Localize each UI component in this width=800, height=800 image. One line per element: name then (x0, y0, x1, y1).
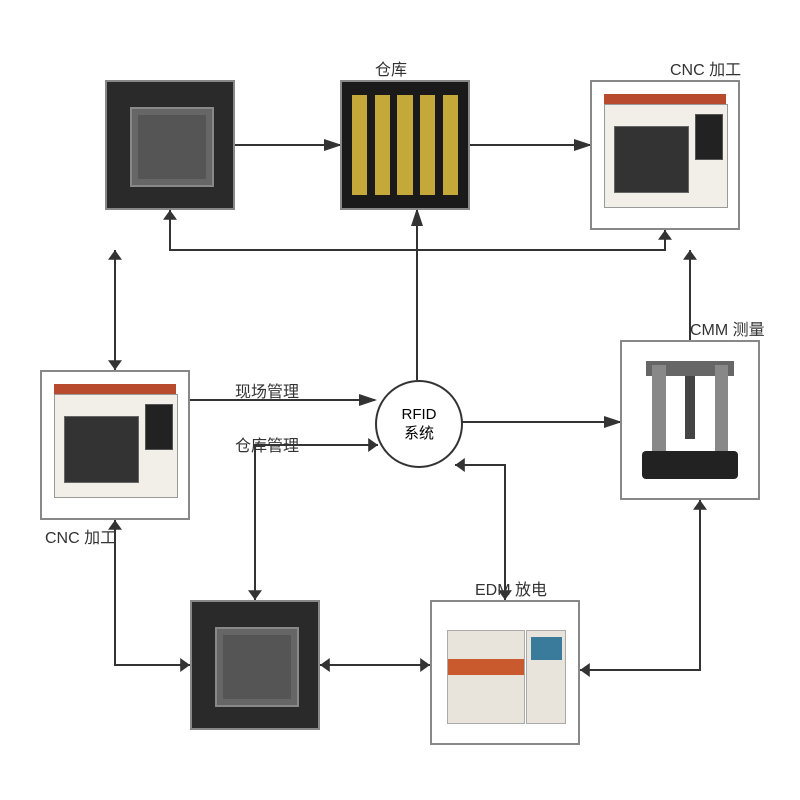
rfid-label-1: RFID (402, 406, 437, 423)
label-edm: EDM 放电 (475, 576, 547, 600)
node-cnc_top (590, 80, 740, 230)
label-cnc_top: CNC 加工 (670, 56, 741, 80)
node-cnc_left (40, 370, 190, 520)
label-cnc_left: CNC 加工 (45, 524, 116, 548)
node-cmm (620, 340, 760, 500)
edge-label-field: 现场管理 (235, 378, 299, 402)
rfid-label-2: 系统 (404, 425, 434, 442)
node-mold_bot (190, 600, 320, 730)
edge-label-stock: 仓库管理 (235, 432, 299, 456)
node-edm (430, 600, 580, 745)
node-warehouse (340, 80, 470, 210)
label-warehouse: 仓库 (375, 56, 407, 80)
node-mold_top (105, 80, 235, 210)
rfid-center: RFID 系统 (375, 380, 463, 468)
label-cmm: CMM 测量 (690, 316, 765, 340)
